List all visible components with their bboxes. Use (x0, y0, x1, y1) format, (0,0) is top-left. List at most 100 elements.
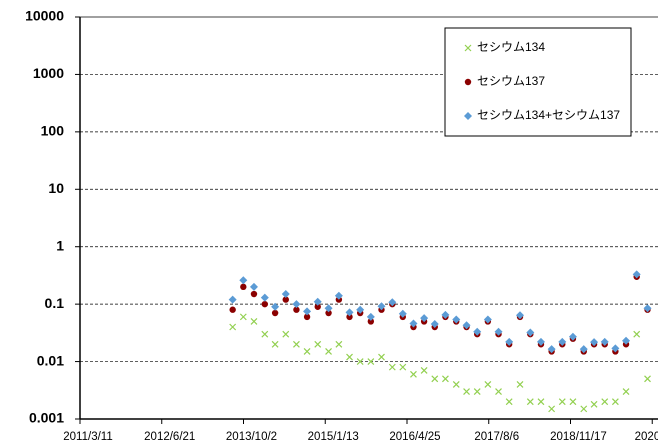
x-tick-label: 2012/6/21 (144, 431, 195, 443)
marker (495, 388, 502, 396)
marker (388, 363, 396, 371)
marker (313, 297, 322, 306)
marker (324, 304, 333, 313)
marker (335, 340, 343, 348)
marker (261, 300, 269, 308)
marker (537, 398, 545, 406)
x-tick-label: 2011/3/11 (63, 431, 112, 443)
marker (303, 307, 312, 316)
marker (367, 358, 375, 365)
marker (250, 290, 258, 298)
marker (249, 282, 258, 291)
marker (633, 330, 641, 338)
y-tick-label: 10000 (25, 8, 64, 24)
marker (473, 327, 482, 336)
marker (366, 312, 375, 321)
legend-label: セシウム134 (477, 40, 545, 54)
marker (303, 348, 311, 355)
marker (292, 340, 300, 348)
marker (464, 112, 472, 120)
marker (271, 340, 279, 348)
marker (292, 300, 301, 309)
marker (420, 314, 429, 323)
marker (356, 358, 364, 365)
marker (346, 353, 353, 361)
marker (611, 398, 619, 406)
marker (325, 309, 332, 317)
marker (303, 313, 311, 321)
marker (271, 309, 279, 317)
y-tick-label: 0.001 (29, 410, 64, 426)
marker (483, 315, 492, 324)
x-tick-label: 2018/11/17 (550, 431, 607, 443)
marker (569, 398, 577, 406)
legend-label: セシウム137 (477, 74, 545, 88)
marker (314, 340, 322, 348)
legend-box (444, 27, 632, 137)
y-tick-label: 0.01 (37, 352, 64, 368)
marker (632, 270, 641, 279)
marker (441, 310, 450, 319)
legend-label: セシウム134+セシウム137 (477, 108, 620, 122)
y-tick-label: 10 (48, 180, 64, 196)
marker (516, 381, 524, 388)
marker (409, 319, 418, 328)
marker (271, 302, 280, 311)
marker (590, 400, 598, 408)
marker (314, 303, 321, 310)
marker (420, 367, 428, 374)
y-tick-label: 100 (41, 123, 65, 139)
marker (580, 405, 588, 413)
marker (239, 313, 247, 321)
marker (558, 398, 566, 406)
marker (548, 405, 556, 413)
marker (611, 344, 620, 353)
marker (281, 290, 290, 299)
marker (526, 328, 535, 337)
marker (441, 375, 449, 383)
marker (464, 44, 472, 52)
marker (547, 345, 556, 354)
marker (229, 323, 237, 331)
marker (452, 315, 461, 324)
marker (643, 304, 652, 313)
x-tick-label: 2020/2/28 (635, 431, 658, 443)
marker (260, 293, 269, 302)
marker (601, 398, 609, 406)
marker (388, 298, 397, 307)
marker (452, 381, 460, 388)
marker (345, 308, 354, 317)
marker (516, 311, 525, 320)
marker (229, 306, 236, 313)
marker (261, 330, 269, 338)
marker (579, 345, 588, 354)
marker (505, 337, 514, 346)
marker (484, 381, 492, 388)
y-tick-label: 1 (56, 237, 64, 253)
marker (590, 338, 599, 347)
marker (250, 318, 258, 325)
marker (568, 332, 577, 341)
marker (239, 276, 248, 285)
marker (622, 336, 631, 345)
y-tick-label: 1000 (33, 65, 64, 81)
marker (462, 321, 471, 330)
marker (325, 348, 332, 355)
marker (282, 330, 290, 338)
marker (505, 398, 513, 406)
x-tick-label: 2017/8/6 (474, 431, 519, 443)
marker (410, 370, 417, 378)
marker (431, 375, 439, 383)
marker (399, 363, 407, 371)
marker (622, 388, 630, 396)
x-tick-label: 2016/4/25 (389, 431, 440, 443)
marker (536, 337, 545, 346)
marker (430, 320, 439, 329)
marker (526, 398, 534, 406)
marker (346, 313, 353, 321)
marker (377, 302, 386, 311)
marker (240, 283, 247, 291)
marker (463, 388, 470, 396)
